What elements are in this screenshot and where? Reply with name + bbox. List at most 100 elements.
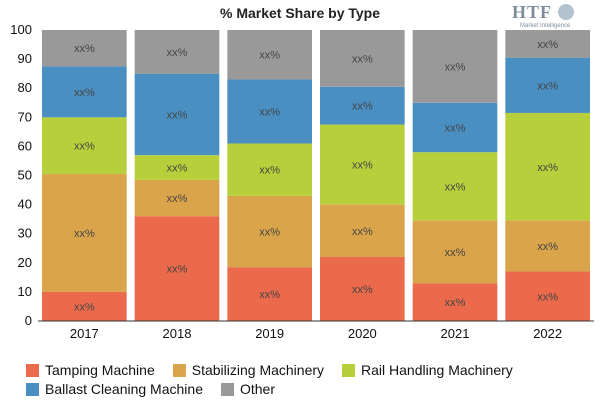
bar-segment: [505, 57, 590, 113]
bar-segment: [134, 155, 220, 180]
data-label: xx%: [445, 297, 466, 309]
y-tick-label: 100: [10, 22, 32, 37]
x-tick-label: 2019: [255, 326, 284, 341]
bar-segment: [42, 66, 127, 118]
data-label: xx%: [259, 289, 280, 301]
bar-segment: [42, 117, 127, 175]
y-tick-label: 20: [18, 255, 32, 270]
data-label: xx%: [352, 53, 373, 65]
data-label: xx%: [167, 264, 188, 276]
bar-segment: [320, 256, 405, 321]
bar-segment: [505, 271, 590, 321]
data-label: xx%: [259, 106, 280, 118]
globe-icon: [558, 4, 574, 20]
bar-segment: [412, 152, 498, 221]
data-label: xx%: [74, 141, 95, 153]
data-label: xx%: [352, 101, 373, 113]
bar-segment: [505, 112, 590, 221]
data-label: xx%: [445, 122, 466, 134]
data-label: xx%: [74, 87, 95, 99]
legend-label: Tamping Machine: [45, 362, 155, 378]
data-label: xx%: [352, 226, 373, 238]
y-tick-label: 70: [18, 109, 32, 124]
legend-label: Rail Handling Machinery: [361, 362, 513, 378]
bar-segment: [227, 79, 312, 144]
chart-title: % Market Share by Type: [219, 5, 381, 21]
bar-segment: [42, 291, 127, 321]
legend-item: Other: [220, 381, 275, 397]
bar-segment: [42, 174, 127, 292]
y-tick-label: 10: [18, 284, 32, 299]
data-label: xx%: [537, 80, 558, 92]
logo-subtitle: Market Intelligence: [520, 23, 571, 29]
bar-segment: [412, 220, 498, 284]
bar-segment: [42, 30, 127, 67]
legend-label: Stabilizing Machinery: [191, 362, 325, 378]
data-label: xx%: [537, 291, 558, 303]
y-tick-label: 80: [18, 80, 32, 95]
legend-swatch: [342, 363, 356, 377]
bar-segment: [134, 73, 220, 156]
data-label: xx%: [352, 160, 373, 172]
data-label: xx%: [445, 181, 466, 193]
bar-segment: [412, 283, 498, 321]
x-tick-label: 2018: [163, 326, 192, 341]
bar-segment: [134, 216, 220, 321]
data-label: xx%: [259, 227, 280, 239]
data-label: xx%: [259, 165, 280, 177]
y-tick-label: 0: [25, 313, 32, 328]
data-label: xx%: [445, 61, 466, 73]
bar-segment: [227, 195, 312, 268]
legend-swatch: [26, 382, 39, 396]
x-tick-label: 2020: [348, 326, 377, 341]
bar-segment: [505, 30, 590, 58]
y-tick-label: 30: [18, 226, 32, 241]
x-tick-label: 2022: [533, 326, 562, 341]
legend-label: Ballast Cleaning Machine: [45, 381, 203, 397]
legend-swatch: [26, 363, 39, 377]
bar-segment: [505, 220, 590, 272]
data-label: xx%: [167, 109, 188, 121]
bar-segment: [134, 30, 220, 74]
y-tick-label: 40: [18, 197, 32, 212]
data-label: xx%: [259, 50, 280, 62]
legend-row: Tamping Machine Stabilizing Machinery Rail…: [26, 362, 513, 378]
legend-swatch: [172, 363, 186, 377]
data-label: xx%: [74, 228, 95, 240]
data-label: xx%: [167, 47, 188, 59]
x-tick-label: 2021: [441, 326, 470, 341]
brand-logo: HTF Market Intelligence: [512, 2, 582, 32]
bar-segment: [227, 30, 312, 80]
data-label: xx%: [167, 193, 188, 205]
y-tick-label: 50: [18, 168, 32, 183]
y-tick-label: 90: [18, 51, 32, 66]
data-label: xx%: [537, 162, 558, 174]
data-label: xx%: [74, 301, 95, 313]
legend-item: Stabilizing Machinery: [172, 362, 325, 378]
data-label: xx%: [537, 241, 558, 253]
x-tick-label: 2017: [70, 326, 99, 341]
plot-area: 0 10 20 30 40 50 60 70 80 90 100 xx% xx% xx% xx% xx% 201…: [10, 22, 594, 341]
legend-row: Ballast Cleaning Machine Other: [26, 381, 275, 397]
bar-segment: [320, 124, 405, 205]
bar-segment: [320, 86, 405, 125]
bar-segment: [227, 267, 312, 321]
y-tick-label: 60: [18, 138, 32, 153]
legend-item: Rail Handling Machinery: [342, 362, 513, 378]
bar-segment: [412, 102, 498, 153]
legend-swatch: [220, 382, 234, 396]
data-label: xx%: [445, 247, 466, 259]
legend-item: Ballast Cleaning Machine: [26, 381, 203, 397]
data-label: xx%: [167, 162, 188, 174]
bar-segment: [412, 30, 498, 103]
bar-segment: [227, 143, 312, 196]
bar-segment: [320, 30, 405, 87]
data-label: xx%: [537, 39, 558, 51]
bar-segment: [320, 204, 405, 257]
logo-text: HTF: [512, 2, 553, 22]
bar-segment: [134, 179, 220, 217]
legend-item: Tamping Machine: [26, 362, 155, 378]
data-label: xx%: [74, 43, 95, 55]
legend-label: Other: [239, 381, 275, 397]
